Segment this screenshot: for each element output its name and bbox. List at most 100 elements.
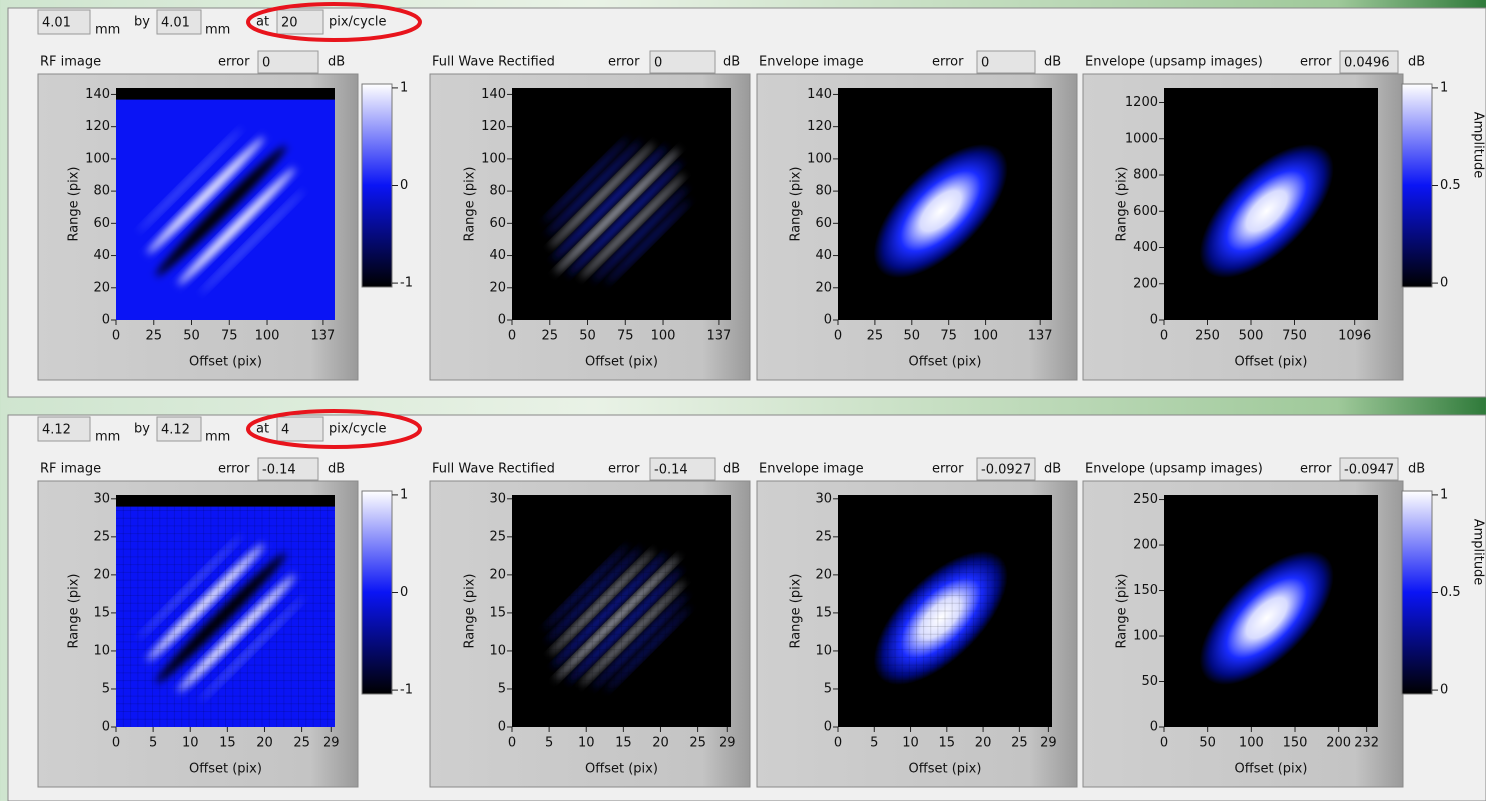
x-axis-label: Offset (pix)	[1235, 762, 1308, 777]
error-value: 0	[262, 56, 270, 71]
x-axis-label: Offset (pix)	[909, 355, 982, 370]
image-edge	[116, 88, 335, 100]
x-tick-label: 0	[508, 736, 516, 751]
x-tick-label: 750	[1282, 329, 1307, 344]
x-tick-label: 20	[975, 736, 992, 751]
y-tick-label: 60	[489, 216, 506, 231]
colorbar-label: Amplitude	[1471, 112, 1486, 179]
image	[1164, 495, 1378, 727]
plot-title: RF image	[40, 55, 101, 70]
unit: mm	[205, 23, 230, 38]
size-y: 4.12	[161, 423, 190, 438]
y-tick-label: 0	[102, 313, 110, 328]
colorbar-tick-label: 0	[1440, 683, 1448, 698]
y-tick-label: 100	[85, 151, 110, 166]
cycle-unit: pix/cycle	[329, 422, 387, 437]
image	[838, 88, 1052, 320]
x-tick-label: 15	[939, 736, 956, 751]
error-unit: dB	[328, 462, 345, 477]
x-tick-label: 0	[112, 736, 120, 751]
y-axis-label: Range (pix)	[463, 573, 478, 648]
error-label: error	[218, 55, 250, 70]
x-tick-label: 20	[652, 736, 669, 751]
error-value: -0.14	[654, 463, 688, 478]
colorbar-tick-label: 1	[400, 487, 408, 502]
x-tick-label: 0	[508, 329, 516, 344]
y-axis-label: Range (pix)	[1115, 573, 1130, 648]
colorbar-tick-label: 0	[400, 585, 408, 600]
y-tick-label: 40	[489, 248, 506, 263]
at-label: at	[256, 422, 269, 437]
x-axis-label: Offset (pix)	[189, 355, 262, 370]
y-tick-label: 0	[1150, 313, 1158, 328]
y-tick-label: 140	[807, 87, 832, 102]
size-y: 4.01	[161, 16, 190, 31]
y-tick-label: 400	[1133, 240, 1158, 255]
x-axis-label: Offset (pix)	[585, 355, 658, 370]
y-tick-label: 200	[1133, 276, 1158, 291]
error-value: -0.14	[262, 463, 296, 478]
at-label: at	[256, 15, 269, 30]
x-tick-label: 250	[1195, 329, 1220, 344]
y-tick-label: 10	[93, 643, 110, 658]
plot-title: Envelope image	[759, 55, 864, 70]
y-axis-label: Range (pix)	[463, 166, 478, 241]
error-unit: dB	[723, 462, 740, 477]
x-tick-label: 0	[834, 329, 842, 344]
unit: mm	[95, 430, 120, 445]
error-value: 0	[654, 56, 662, 71]
x-tick-label: 0	[112, 329, 120, 344]
y-tick-label: 15	[93, 605, 110, 620]
y-tick-label: 250	[1133, 492, 1158, 507]
plot-title: Envelope (upsamp images)	[1085, 55, 1263, 70]
x-tick-label: 200	[1326, 736, 1351, 751]
x-tick-label: 10	[578, 736, 595, 751]
y-tick-label: 10	[815, 643, 832, 658]
error-unit: dB	[1408, 462, 1425, 477]
y-tick-label: 5	[102, 681, 110, 696]
colorbar-tick-label: 0	[1440, 276, 1448, 291]
y-tick-label: 5	[824, 681, 832, 696]
y-tick-label: 1200	[1125, 95, 1158, 110]
x-tick-label: 137	[311, 329, 336, 344]
image	[116, 495, 335, 727]
y-axis-label: Range (pix)	[789, 166, 804, 241]
y-tick-label: 0	[824, 720, 832, 735]
y-tick-label: 5	[498, 681, 506, 696]
screen: 4.01mmby4.01mmat20pix/cycleRF imageerror…	[0, 0, 1486, 801]
x-tick-label: 75	[940, 329, 957, 344]
x-tick-label: 10	[902, 736, 919, 751]
x-tick-label: 500	[1239, 329, 1264, 344]
y-axis-label: Range (pix)	[789, 573, 804, 648]
x-tick-label: 25	[689, 736, 706, 751]
y-tick-label: 20	[93, 280, 110, 295]
image	[1164, 88, 1378, 320]
y-tick-label: 25	[93, 529, 110, 544]
x-tick-label: 20	[256, 736, 273, 751]
size-x: 4.12	[42, 423, 71, 438]
error-unit: dB	[1044, 462, 1061, 477]
y-tick-label: 20	[815, 567, 832, 582]
y-tick-label: 15	[489, 605, 506, 620]
y-tick-label: 200	[1133, 538, 1158, 553]
x-axis-label: Offset (pix)	[585, 762, 658, 777]
error-label: error	[608, 462, 640, 477]
x-tick-label: 100	[1239, 736, 1264, 751]
y-tick-label: 0	[102, 720, 110, 735]
x-tick-label: 5	[870, 736, 878, 751]
colorbar-tick-label: 1	[400, 80, 408, 95]
y-tick-label: 20	[489, 280, 506, 295]
y-tick-label: 40	[93, 248, 110, 263]
x-tick-label: 5	[545, 736, 553, 751]
plot-title: Envelope image	[759, 462, 864, 477]
y-tick-label: 600	[1133, 204, 1158, 219]
colorbar-tick-label: 1	[1440, 80, 1448, 95]
x-tick-label: 25	[541, 329, 558, 344]
y-tick-label: 10	[489, 643, 506, 658]
colorbar	[1402, 84, 1432, 287]
y-tick-label: 120	[481, 119, 506, 134]
y-tick-label: 25	[815, 529, 832, 544]
y-tick-label: 100	[1133, 629, 1158, 644]
colorbar	[362, 491, 392, 694]
error-value: 0	[981, 56, 989, 71]
